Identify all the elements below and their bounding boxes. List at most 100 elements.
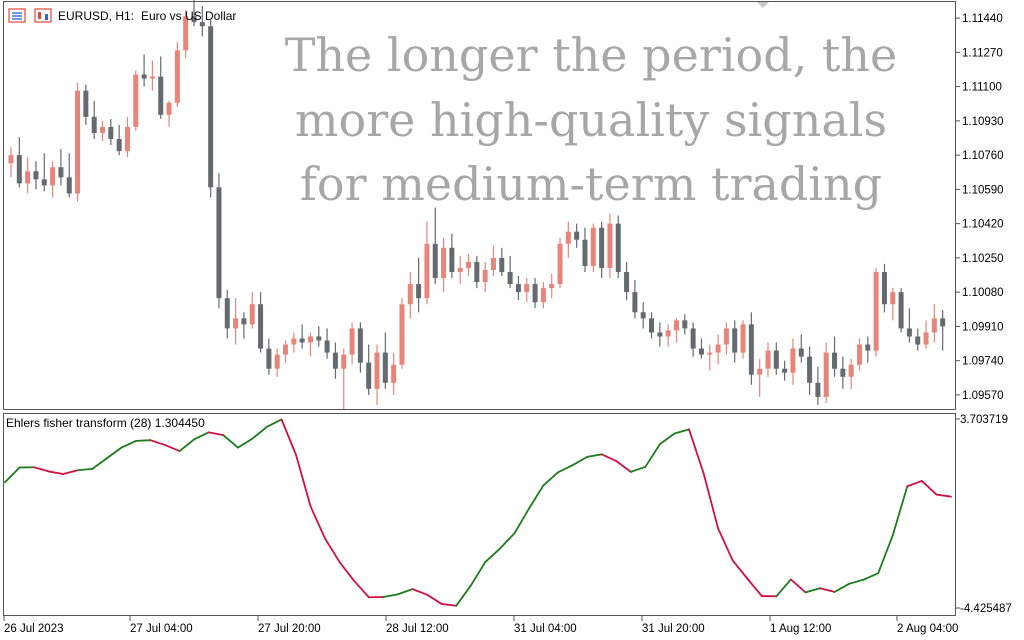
fisher-segment — [411, 588, 428, 596]
scroll-marker-icon[interactable] — [757, 2, 769, 8]
candle — [807, 346, 813, 395]
fisher-segment — [338, 561, 356, 582]
fisher-segment — [397, 588, 414, 596]
candle — [391, 352, 397, 395]
fisher-segment — [236, 437, 254, 449]
candle — [482, 261, 488, 293]
candle — [499, 247, 505, 277]
fisher-segment — [790, 578, 807, 594]
fisher-segment — [469, 561, 487, 587]
fisher-segment — [731, 559, 749, 580]
candle — [906, 308, 912, 343]
time-tick-label: 1 Aug 12:00 — [770, 623, 831, 635]
time-tick-label: 2 Aug 04:00 — [897, 623, 958, 635]
fisher-segment — [440, 603, 458, 607]
candle — [890, 288, 896, 321]
candle — [881, 263, 887, 313]
candle — [366, 344, 372, 395]
candle — [698, 338, 704, 359]
fisher-segment — [673, 428, 690, 435]
fisher-transform-line — [4, 418, 952, 607]
candle — [723, 322, 729, 355]
fisher-segment — [251, 425, 268, 440]
candle — [474, 255, 480, 289]
fisher-segment — [324, 537, 341, 564]
chart-type-icon[interactable] — [34, 8, 52, 23]
candle — [574, 223, 580, 248]
candle — [707, 344, 713, 371]
candle — [873, 267, 879, 357]
overlay-text-line-1: The longer the period, the — [285, 28, 898, 82]
candle — [25, 157, 31, 194]
overlay-text-line-2: more high-quality signals — [295, 93, 887, 147]
fisher-segment — [688, 428, 705, 475]
candle — [790, 338, 796, 385]
candle — [441, 237, 447, 293]
candle — [233, 298, 239, 345]
fisher-segment — [193, 431, 210, 441]
fisher-segment — [659, 432, 676, 446]
candle — [50, 161, 56, 198]
indicator-tick-label: -4.425487 — [960, 603, 1012, 615]
fisher-segment — [935, 493, 952, 498]
fisher-segment — [615, 460, 632, 473]
candle — [898, 288, 904, 333]
candle — [133, 70, 139, 131]
candle — [258, 292, 264, 353]
candle — [848, 358, 854, 389]
candle — [224, 290, 230, 339]
fisher-segment — [528, 484, 545, 510]
time-tick-label: 26 Jul 2023 — [4, 623, 63, 635]
candle — [316, 326, 322, 347]
fisher-segment — [382, 593, 399, 598]
fisher-segment — [877, 534, 894, 575]
price-tick-label: 1.09570 — [962, 390, 1004, 402]
price-tick-label: 1.10760 — [962, 150, 1004, 162]
candle — [75, 82, 81, 202]
fisher-segment — [644, 443, 661, 468]
candle — [191, 0, 197, 27]
fisher-segment — [920, 480, 938, 496]
candle — [8, 147, 14, 178]
fisher-segment — [906, 480, 923, 488]
fisher-segment — [76, 467, 94, 472]
candle — [158, 56, 164, 119]
fisher-segment — [295, 454, 312, 508]
fisher-segment — [819, 587, 836, 593]
candle — [299, 324, 305, 349]
candle — [33, 161, 39, 190]
candle — [116, 124, 122, 156]
candle — [590, 223, 596, 272]
fisher-segment — [571, 455, 589, 467]
candle — [632, 280, 638, 319]
candle — [341, 348, 347, 409]
candle — [291, 332, 297, 353]
candle — [407, 271, 413, 319]
fisher-segment — [600, 453, 618, 462]
candle — [91, 100, 97, 140]
fisher-segment — [542, 471, 559, 487]
price-tick-label: 1.09740 — [962, 356, 1004, 368]
candle — [740, 320, 746, 359]
candle — [249, 292, 255, 329]
candle — [149, 60, 155, 91]
candle — [657, 322, 663, 347]
candle — [399, 298, 405, 369]
candle — [599, 221, 605, 279]
fisher-segment — [746, 577, 763, 597]
price-tick-label: 1.10590 — [962, 184, 1004, 196]
candle — [424, 221, 430, 305]
candle — [100, 120, 106, 142]
price-tick-label: 1.10930 — [962, 116, 1004, 128]
candle — [108, 118, 114, 146]
candle — [490, 245, 496, 277]
fisher-segment — [484, 547, 501, 563]
symbol-list-icon[interactable] — [8, 8, 26, 23]
candle — [332, 342, 338, 379]
fisher-segment — [309, 505, 327, 540]
fisher-segment — [4, 466, 21, 484]
fisher-segment — [848, 578, 865, 585]
candle — [274, 348, 280, 377]
candle — [432, 207, 438, 285]
time-tick-label: 27 Jul 04:00 — [130, 623, 193, 635]
